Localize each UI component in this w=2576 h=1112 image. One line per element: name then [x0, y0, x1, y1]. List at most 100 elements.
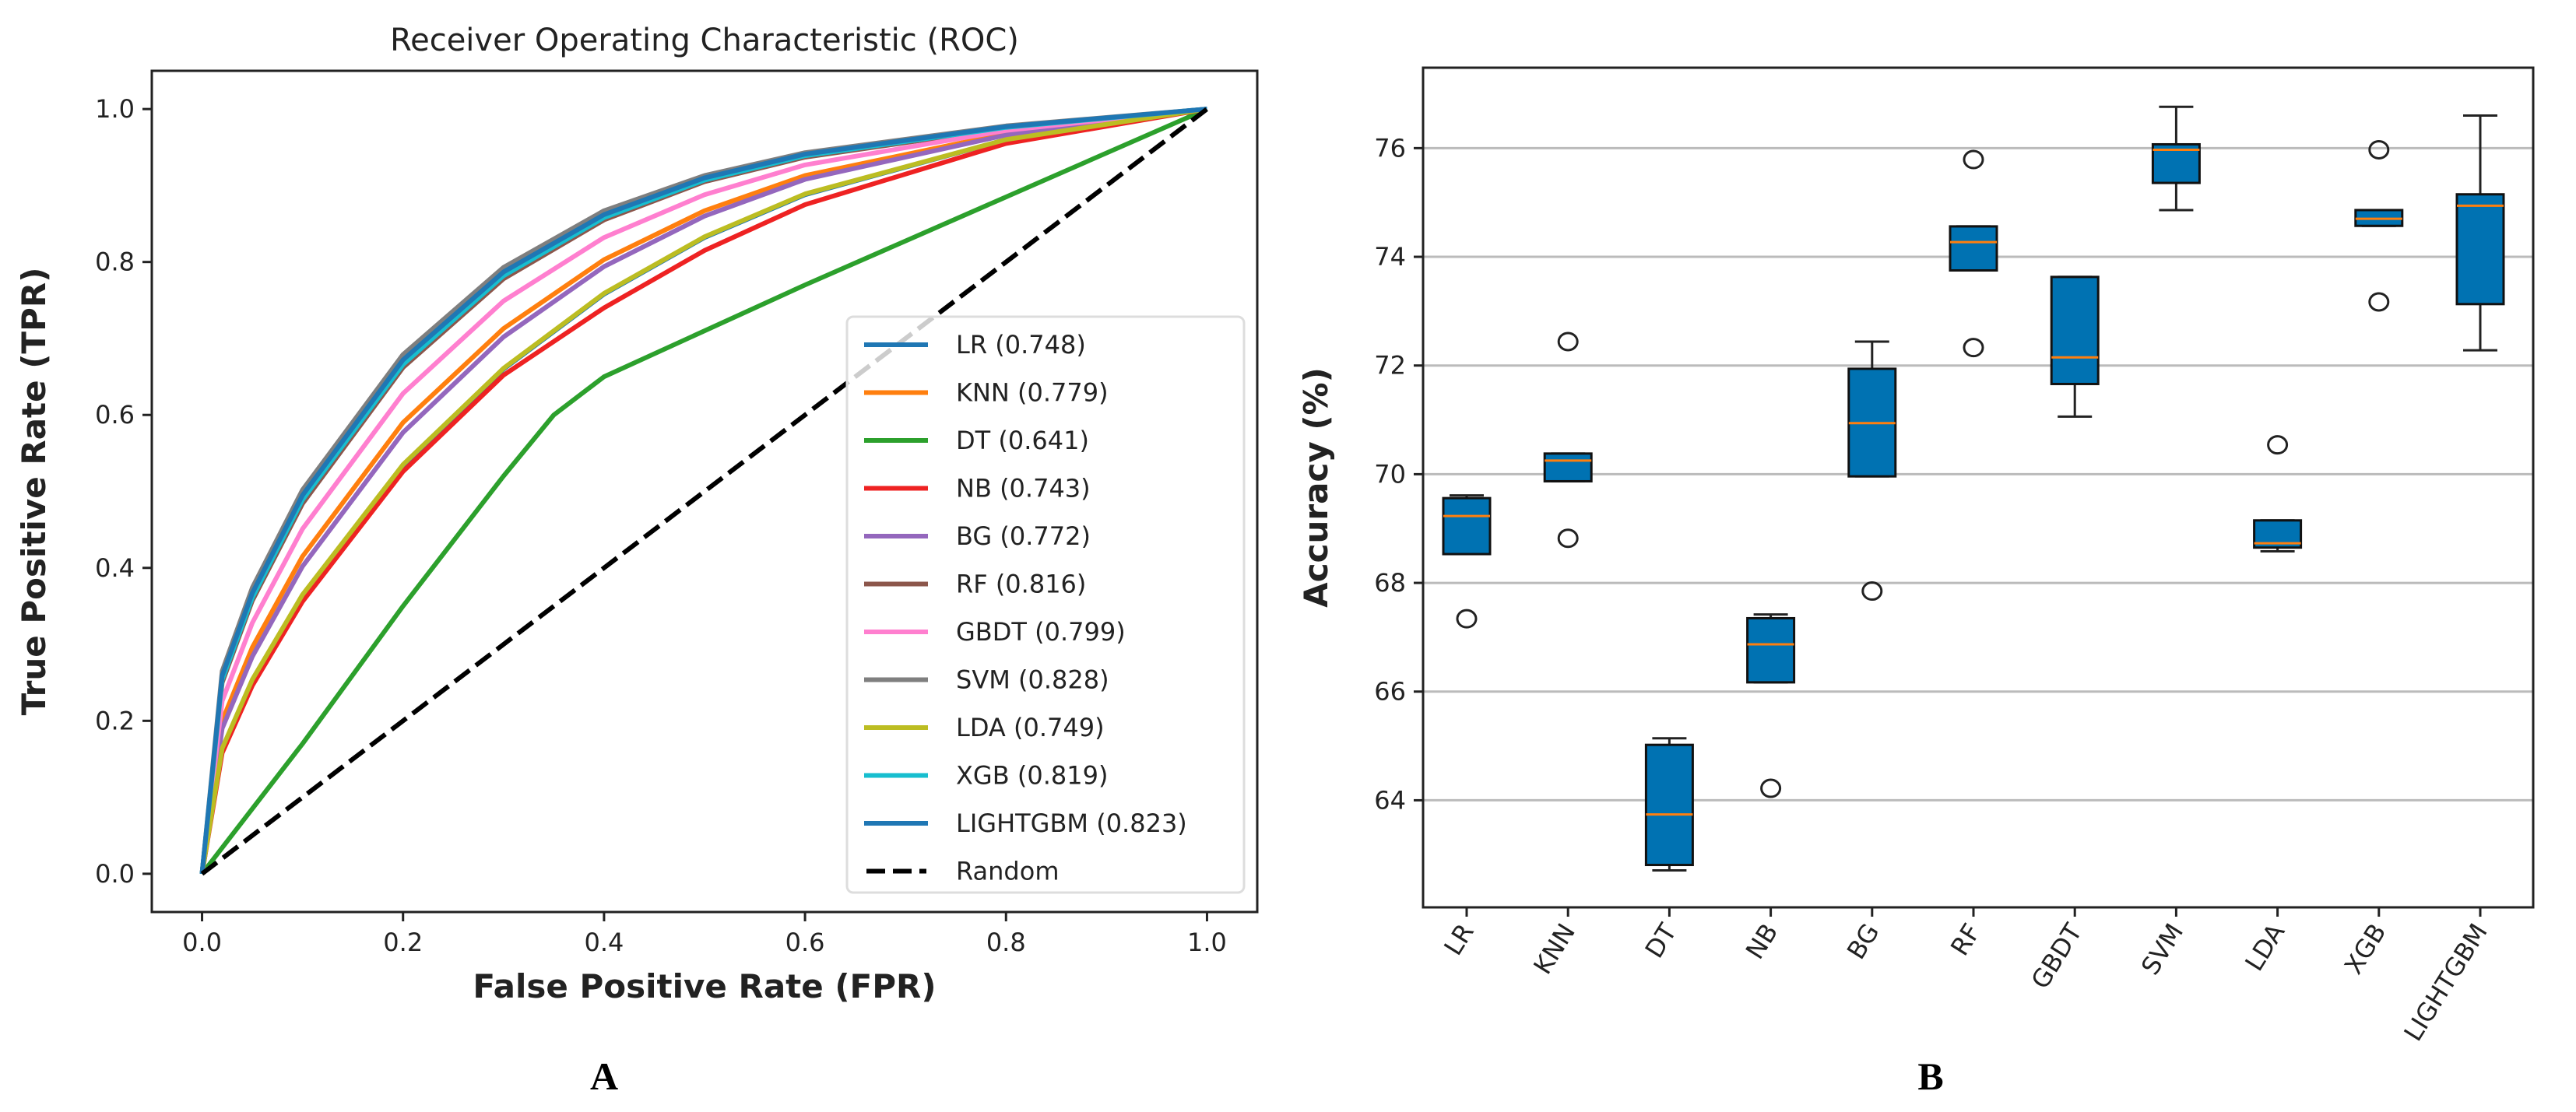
x-tick-label: 0.4	[584, 928, 624, 957]
legend: LR (0.748) KNN (0.779) DT (0.641) NB (0.743…	[845, 315, 1246, 894]
legend-label: LDA (0.749)	[956, 713, 1105, 742]
roc-line-dt	[200, 107, 1208, 875]
x-tick-label: XGB	[2339, 918, 2392, 979]
outlier-point	[1456, 609, 1478, 629]
x-tick-label: NB	[1740, 918, 1784, 964]
outlier-point	[2368, 139, 2390, 160]
legend-item: LR (0.748)	[864, 330, 1086, 360]
legend-label: NB (0.743)	[956, 474, 1091, 503]
legend-label: RF (0.816)	[956, 570, 1086, 599]
outlier-point	[1963, 149, 1984, 170]
x-tick-label: 1.0	[1187, 928, 1227, 957]
panel-label-a: A	[590, 1054, 618, 1098]
y-tick-label: 64	[1374, 785, 1406, 815]
outlier-point	[2368, 292, 2390, 312]
legend-label: XGB (0.819)	[956, 761, 1108, 791]
outlier-point	[1557, 528, 1579, 549]
legend-label: KNN (0.779)	[956, 378, 1109, 408]
legend-label: LR (0.748)	[956, 330, 1086, 360]
box-dt	[1644, 737, 1694, 872]
plot-frame	[1422, 66, 2535, 909]
y-tick-label: 1.0	[95, 94, 135, 124]
box-xgb	[2354, 139, 2404, 312]
y-tick-label: 0.4	[95, 553, 135, 583]
box-iqr	[1949, 225, 1998, 272]
roc-line-gbdt	[199, 107, 1207, 875]
y-tick-label: 74	[1374, 242, 1406, 272]
box-bg	[1847, 340, 1897, 602]
legend-item: NB (0.743)	[864, 474, 1091, 503]
y-tick-label: 0.0	[95, 859, 135, 889]
x-tick-label: GBDT	[2026, 918, 2089, 994]
box-lightgbm	[2455, 114, 2505, 352]
x-tick-label: LR	[1438, 918, 1479, 960]
x-tick-label: KNN	[1527, 918, 1581, 980]
legend-item: BG (0.772)	[864, 521, 1091, 551]
outlier-point	[1557, 331, 1579, 352]
x-tick-label: DT	[1639, 918, 1683, 963]
roc-chart: Receiver Operating Characteristic (ROC) 0…	[15, 23, 1259, 1005]
box-iqr	[1644, 743, 1694, 867]
x-tick-label: 0.6	[785, 928, 825, 957]
outlier-point	[2267, 435, 2289, 455]
legend-item: LDA (0.749)	[864, 713, 1105, 742]
roc-line-bg	[199, 107, 1207, 875]
chart-title: Receiver Operating Characteristic (ROC)	[390, 23, 1019, 58]
box-lr	[1442, 494, 1492, 629]
y-tick-label: 0.8	[95, 247, 135, 277]
legend-label: Random	[956, 857, 1059, 886]
x-tick-label: 0.0	[182, 928, 222, 957]
box-knn	[1543, 331, 1593, 549]
legend-box	[845, 315, 1246, 894]
y-axis-label: True Positive Rate (TPR)	[15, 268, 53, 716]
x-tick-label: LDA	[2239, 918, 2290, 976]
outlier-point	[1861, 581, 1883, 602]
legend-label: DT (0.641)	[956, 426, 1089, 455]
x-tick-label: 0.8	[986, 928, 1026, 957]
box-gbdt	[2050, 275, 2100, 418]
box-iqr	[1746, 616, 1796, 684]
box-rf	[1949, 149, 1998, 358]
box-iqr	[1442, 496, 1492, 556]
x-tick-label: LIGHTGBM	[2398, 918, 2493, 1046]
y-tick-label: 76	[1374, 133, 1406, 163]
y-tick-label: 0.2	[95, 706, 135, 735]
legend-label: LIGHTGBM (0.823)	[956, 809, 1187, 838]
box-lda	[2253, 435, 2303, 553]
x-axis-label: False Positive Rate (FPR)	[473, 967, 936, 1005]
roc-line-lda	[199, 107, 1207, 875]
y-tick-label: 70	[1374, 459, 1406, 489]
legend-item: RF (0.816)	[864, 570, 1086, 599]
outlier-point	[1963, 338, 1984, 358]
x-tick-label: 0.2	[383, 928, 423, 957]
y-tick-label: 66	[1374, 677, 1406, 707]
box-iqr	[1543, 452, 1593, 482]
y-axis-label: Accuracy (%)	[1297, 367, 1335, 608]
box-svm	[2151, 105, 2201, 212]
plot-frame	[150, 69, 1259, 914]
y-tick-label: 72	[1374, 351, 1406, 381]
panel-label-b: B	[1917, 1054, 1943, 1098]
legend-item: Random	[866, 857, 1059, 886]
legend-label: BG (0.772)	[956, 521, 1091, 551]
legend-item: DT (0.641)	[864, 426, 1089, 455]
legend-item: SVM (0.828)	[864, 665, 1109, 695]
x-tick-label: RF	[1945, 918, 1987, 961]
box-iqr	[2455, 193, 2505, 306]
box-iqr	[2050, 275, 2100, 385]
legend-item: LIGHTGBM (0.823)	[864, 809, 1187, 838]
y-tick-label: 0.6	[95, 400, 135, 430]
accuracy-boxplot: 64 66 68 70 72 74 76 LR KNN DT NB BG RF GBDT SVM LDA XGB…	[1297, 66, 2535, 1046]
legend-label: GBDT (0.799)	[956, 617, 1126, 647]
outlier-point	[1760, 778, 1782, 798]
legend-item: XGB (0.819)	[864, 761, 1108, 791]
roc-line-knn	[199, 107, 1207, 875]
x-tick-label: SVM	[2135, 918, 2189, 980]
legend-label: SVM (0.828)	[956, 665, 1109, 695]
roc-line-lightgbm	[199, 107, 1207, 875]
x-tick-label: BG	[1841, 918, 1885, 964]
legend-item: GBDT (0.799)	[864, 617, 1126, 647]
legend-item: KNN (0.779)	[864, 378, 1109, 408]
box-nb	[1746, 613, 1796, 798]
